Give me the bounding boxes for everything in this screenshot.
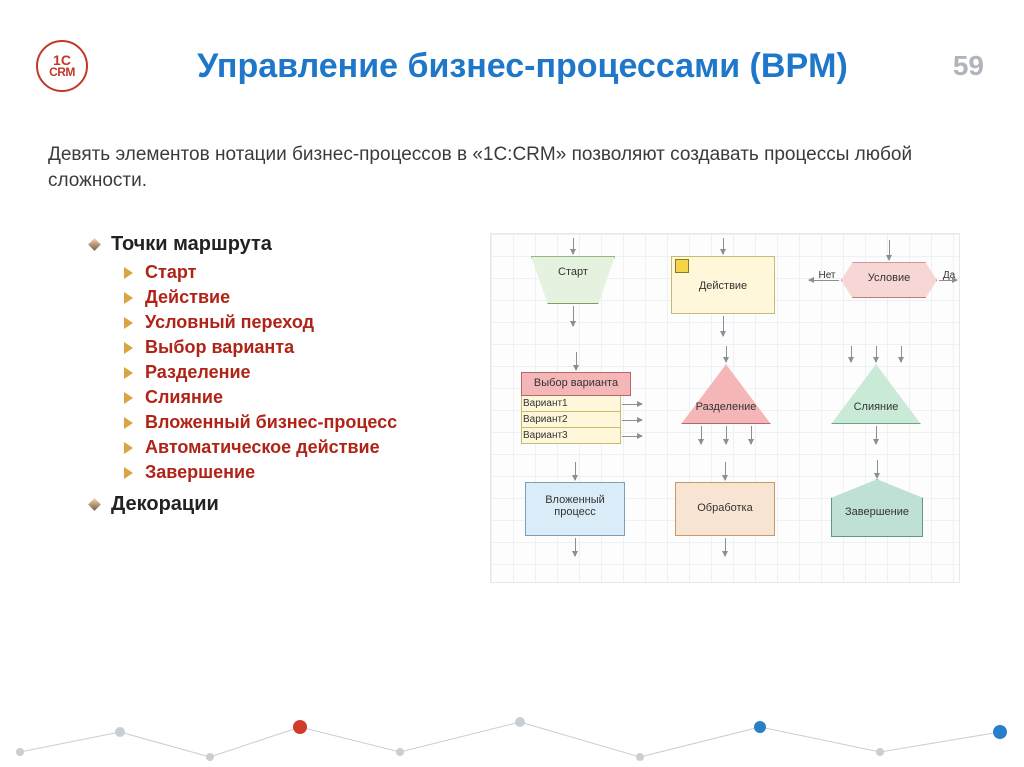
page-number: 59 [953,50,984,82]
arrow-choice-1 [622,404,642,405]
label-proc: Обработка [675,502,775,514]
arrow-in-split [726,346,727,362]
bullet-label: Декорации [111,493,219,516]
arrow-in-choice [576,352,577,370]
arrow-out-split-c [726,426,727,444]
bullet-choice: Выбор варианта [124,337,480,358]
arrow-out-start [573,306,574,326]
arrow-in-end [877,460,878,478]
choice-row-label: Вариант1 [523,398,623,409]
bullet-merge: Слияние [124,387,480,408]
arrow-out-proc [725,538,726,556]
arrow-out-merge [876,426,877,444]
label-condition: Условие [841,272,937,284]
arrow-icon [124,442,133,454]
logo-bottom: CRM [49,67,75,78]
choice-row-label: Вариант2 [523,414,623,425]
footer-network-decoration [0,697,1024,767]
arrow-icon [124,392,133,404]
bullet-label: Разделение [145,362,251,383]
label-choice: Выбор варианта [521,377,631,389]
arrow-in-merge-c [876,346,877,362]
label-action: Действие [671,280,775,292]
logo-1c-crm: 1С CRM [36,40,88,92]
arrow-in-merge-r [901,346,902,362]
arrow-icon [124,467,133,479]
label-merge: Слияние [831,401,921,413]
notation-list: Точки маршрута Старт Действие Условный п… [90,233,480,583]
arrow-icon [124,367,133,379]
bullet-label: Условный переход [145,312,314,333]
bullet-label: Автоматическое действие [145,437,380,458]
arrow-in-cond [889,240,890,260]
bullet-nested: Вложенный бизнес-процесс [124,412,480,433]
bullet-label: Выбор варианта [145,337,294,358]
diamond-icon [88,238,101,251]
bullet-decorations: Декорации [90,493,480,516]
label-nested: Вложенный процесс [525,494,625,518]
bullet-label: Действие [145,287,230,308]
bullet-split: Разделение [124,362,480,383]
label-start: Старт [531,266,615,278]
arrow-choice-2 [622,420,642,421]
bullet-action: Действие [124,287,480,308]
shape-merge [831,364,921,424]
bullet-label: Завершение [145,462,255,483]
label-end: Завершение [831,506,923,518]
arrow-icon [124,317,133,329]
arrow-icon [124,267,133,279]
arrow-out-nested [575,538,576,556]
slide-header: 1С CRM Управление бизнес-процессами (BPM… [0,0,1024,102]
arrow-in-nested [575,462,576,480]
bullet-condition: Условный переход [124,312,480,333]
arrow-icon [124,292,133,304]
actor-icon [675,259,689,273]
bullet-label: Вложенный бизнес-процесс [145,412,397,433]
arrow-out-split-r [751,426,752,444]
page-title: Управление бизнес-процессами (BPM) [112,47,933,86]
bullet-end: Завершение [124,462,480,483]
bullet-label: Точки маршрута [111,233,272,256]
choice-row-label: Вариант3 [523,430,623,441]
label-split: Разделение [681,401,771,413]
arrow-out-split-l [701,426,702,444]
bullet-auto: Автоматическое действие [124,437,480,458]
arrow-cond-no [809,280,839,281]
arrow-icon [124,417,133,429]
shape-split [681,364,771,424]
arrow-cond-yes [939,280,957,281]
bpm-diagram: Старт Действие Условие Нет Да Выбор вари… [490,233,960,583]
arrow-in-action [723,238,724,254]
arrow-in-proc [725,462,726,480]
intro-text: Девять элементов нотации бизнес-процессо… [0,102,1024,223]
arrow-out-action [723,316,724,336]
diamond-icon [88,498,101,511]
arrow-in-merge-l [851,346,852,362]
shape-start [531,256,615,304]
arrow-in-start [573,238,574,254]
content-row: Точки маршрута Старт Действие Условный п… [0,223,1024,583]
bullet-label: Слияние [145,387,223,408]
arrow-icon [124,342,133,354]
bullet-route-points: Точки маршрута [90,233,480,256]
bullet-label: Старт [145,262,196,283]
arrow-choice-3 [622,436,642,437]
bullet-start: Старт [124,262,480,283]
